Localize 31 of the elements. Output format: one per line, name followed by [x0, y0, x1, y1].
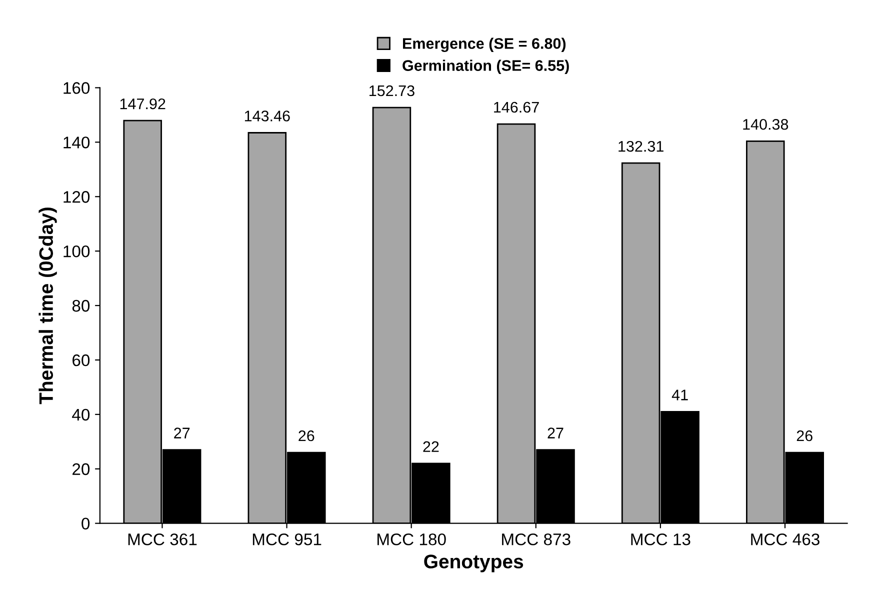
x-axis-title: Genotypes: [424, 554, 524, 572]
data-label: 147.92: [120, 98, 166, 110]
data-label: 143.46: [244, 110, 290, 122]
data-label: 22: [423, 441, 439, 452]
x-tick-label: MCC 180: [378, 533, 446, 546]
data-label: 146.67: [494, 102, 539, 113]
data-label: 140.38: [743, 118, 788, 130]
data-label: 27: [174, 428, 190, 438]
y-tick-label: 20: [72, 463, 90, 476]
x-tick-label: MCC 951: [252, 533, 322, 546]
y-tick-label: 0: [82, 518, 90, 530]
y-tick-label: 80: [72, 300, 90, 312]
legend-label: Emergence (SE = 6.80): [403, 38, 566, 52]
x-tick-label: MCC 13: [631, 533, 690, 546]
x-tick-label: MCC 463: [751, 533, 820, 546]
y-tick-label: 60: [72, 354, 90, 366]
data-label: 26: [796, 430, 812, 442]
data-label: 41: [672, 390, 688, 400]
y-tick-label: 160: [64, 82, 90, 94]
legend-label: Germination (SE= 6.55): [402, 60, 569, 74]
y-axis-title: Thermal time (0Cday): [38, 208, 57, 404]
data-label: 132.31: [618, 140, 664, 152]
y-tick-label: 40: [72, 408, 90, 421]
data-label: 27: [548, 428, 564, 438]
y-tick-label: 120: [64, 191, 90, 203]
x-tick-label: MCC 361: [128, 533, 197, 546]
x-tick-label: MCC 873: [502, 533, 570, 546]
data-label: 152.73: [370, 85, 414, 96]
y-tick-label: 100: [64, 245, 90, 258]
y-tick-label: 140: [64, 136, 90, 148]
data-label: 26: [298, 430, 314, 442]
